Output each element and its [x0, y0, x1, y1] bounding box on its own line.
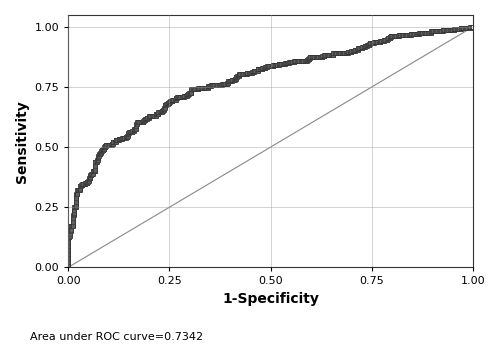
Y-axis label: Sensitivity: Sensitivity	[15, 100, 29, 183]
X-axis label: 1-Specificity: 1-Specificity	[222, 292, 319, 306]
Text: Area under ROC curve=0.7342: Area under ROC curve=0.7342	[30, 332, 203, 342]
